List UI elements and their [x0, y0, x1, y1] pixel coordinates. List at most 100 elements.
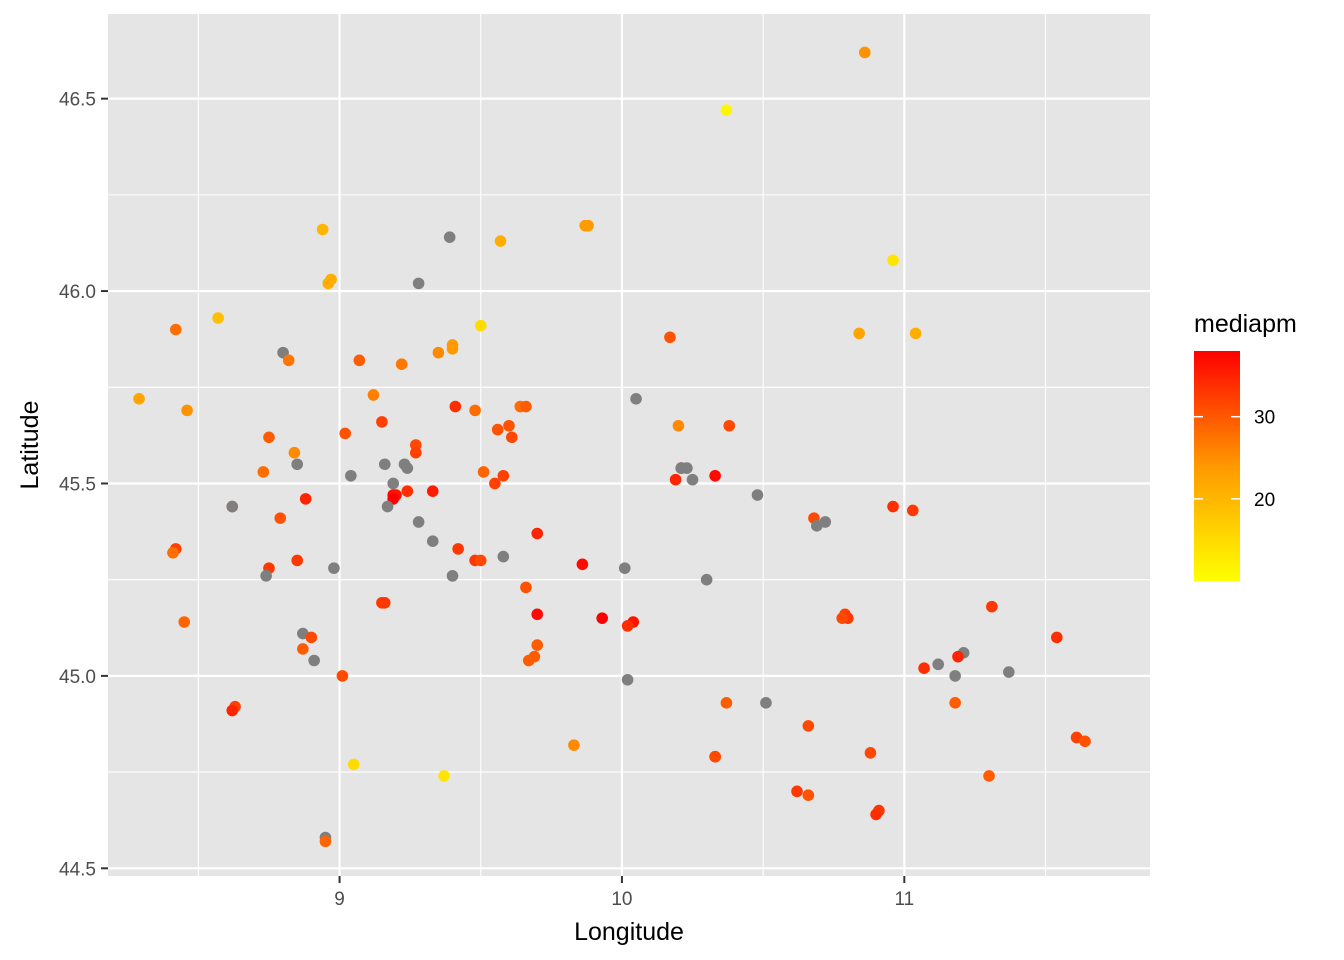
data-point [520, 400, 532, 413]
data-point [576, 558, 589, 571]
data-point [345, 469, 357, 482]
data-point [760, 697, 772, 709]
data-point [288, 446, 301, 459]
data-point [497, 550, 510, 563]
data-point [378, 458, 391, 471]
data-point [376, 416, 388, 428]
data-point [401, 485, 414, 497]
data-point [497, 469, 510, 482]
data-point [412, 277, 425, 290]
data-point [452, 543, 464, 555]
y-axis-title: Latitude [16, 401, 44, 490]
data-point [802, 789, 815, 801]
x-tick-label: 10 [611, 889, 632, 910]
data-point [531, 527, 544, 540]
data-point [474, 554, 487, 567]
data-point [952, 650, 964, 663]
data-point [387, 477, 400, 490]
data-point [621, 620, 634, 632]
data-point [274, 512, 287, 524]
x-axis: 9 10 11 [334, 876, 914, 910]
plot-panel [108, 14, 1150, 876]
minor-gridlines [108, 14, 1150, 876]
data-point [449, 400, 462, 413]
data-point [906, 504, 919, 517]
data-point [870, 808, 882, 821]
data-point [582, 219, 594, 232]
data-point [169, 323, 182, 336]
data-point [506, 431, 518, 444]
data-point [446, 342, 459, 355]
data-point [621, 673, 634, 686]
data-point [316, 223, 329, 236]
data-point [664, 331, 676, 344]
data-point [226, 500, 239, 513]
data-point [618, 562, 631, 574]
data-point [291, 458, 303, 471]
data-point [412, 516, 425, 528]
data-point [212, 312, 224, 324]
legend-break-label: 20 [1254, 490, 1275, 511]
data-point [376, 596, 388, 609]
data-point [932, 658, 945, 671]
data-point [291, 554, 303, 567]
data-point [810, 520, 823, 532]
data-point [477, 466, 490, 478]
y-tick-label: 45.0 [59, 667, 96, 688]
data-point [858, 46, 871, 59]
data-point [325, 273, 337, 286]
data-point [395, 358, 408, 370]
data-point [675, 462, 688, 474]
data-point [409, 446, 422, 459]
x-axis-title: Longitude [574, 918, 684, 946]
data-point [367, 389, 380, 401]
y-tick-label: 46.0 [59, 282, 96, 303]
data-point [446, 570, 459, 582]
data-point [520, 581, 532, 594]
data-point [720, 104, 733, 117]
data-point [432, 346, 445, 359]
x-tick-label: 11 [894, 889, 914, 910]
data-point [438, 770, 450, 782]
data-point [723, 419, 736, 432]
data-point [426, 535, 439, 548]
data-point [401, 462, 414, 474]
data-point [167, 546, 179, 559]
data-point [1079, 735, 1091, 748]
data-point [709, 469, 721, 482]
data-point [531, 639, 544, 651]
data-point [531, 608, 544, 621]
data-point [443, 231, 456, 243]
data-point [887, 500, 899, 513]
data-point [853, 327, 865, 340]
legend-title: mediapm [1194, 310, 1297, 338]
data-point [308, 654, 320, 667]
data-point [983, 770, 995, 782]
data-point [700, 573, 713, 586]
data-point [686, 473, 699, 486]
data-point [522, 654, 535, 667]
data-point [474, 319, 487, 332]
data-point [802, 720, 815, 732]
data-point [381, 500, 394, 513]
data-point [263, 431, 275, 444]
legend-colorbar [1194, 351, 1240, 581]
data-point [305, 631, 318, 644]
data-point [494, 235, 507, 247]
data-point [133, 393, 145, 405]
data-point [949, 697, 961, 709]
data-point [426, 485, 439, 497]
data-point [1051, 631, 1063, 644]
y-tick-label: 45.5 [59, 474, 96, 495]
data-point [887, 254, 899, 267]
data-point [178, 616, 191, 628]
data-point [469, 404, 481, 417]
data-point [568, 739, 580, 751]
x-tick-label: 9 [334, 889, 345, 910]
data-point [503, 419, 515, 432]
data-point [489, 477, 501, 490]
data-point [282, 354, 295, 367]
y-axis: 44.5 45.0 45.5 46.0 46.5 [59, 90, 108, 880]
